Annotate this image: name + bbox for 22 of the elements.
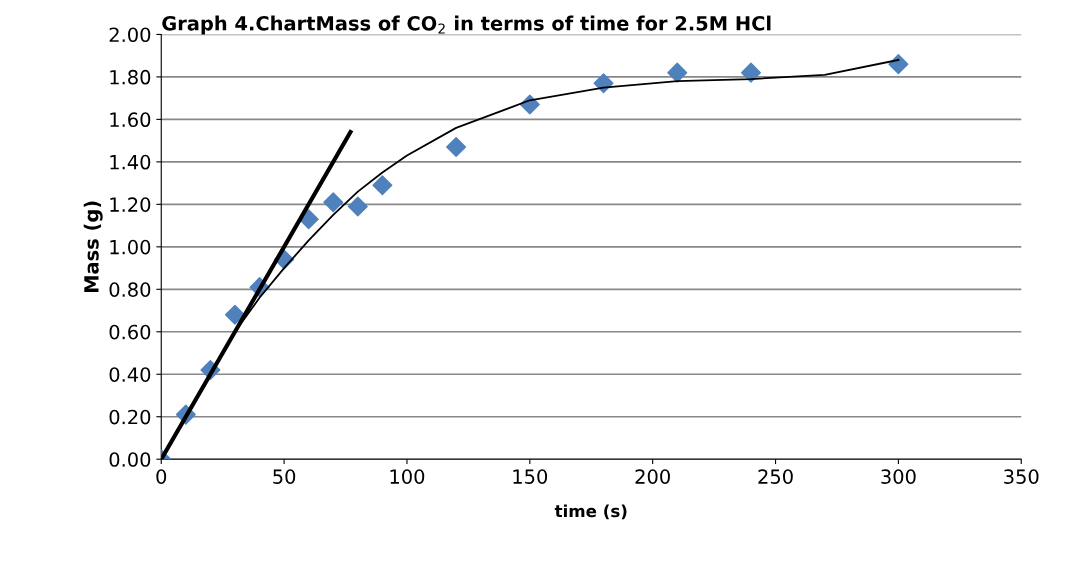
y-axis-title: Mass (g) — [83, 201, 103, 293]
x-tick-label: 50 — [273, 469, 296, 484]
x-tick-label: 350 — [1004, 469, 1039, 484]
y-tick-label: 1.80 — [110, 69, 151, 85]
y-tick-label: 2.00 — [109, 27, 151, 43]
chart-title: Graph 4.ChartMass of CO$_{2}$ in terms of time for 2.5M HCl — [162, 15, 771, 35]
x-tick-label: 0 — [156, 469, 167, 484]
x-axis-title: time (s) — [554, 504, 627, 520]
x-tick-label: 200 — [635, 469, 670, 484]
y-tick-label: 0.60 — [109, 324, 151, 340]
y-tick-label: 0.20 — [109, 409, 151, 425]
y-tick-label: 1.00 — [110, 239, 151, 255]
x-tick-label: 150 — [513, 469, 548, 484]
x-tick-label: 300 — [881, 469, 916, 484]
y-tick-label: 1.60 — [110, 112, 151, 128]
y-tick-label: 1.20 — [110, 197, 151, 213]
y-tick-label: 0.80 — [109, 282, 151, 297]
x-tick-label: 100 — [390, 469, 425, 484]
y-tick-label: 0.00 — [109, 452, 151, 467]
y-tick-label: 1.40 — [110, 154, 151, 170]
y-tick-label: 0.40 — [109, 367, 151, 382]
x-tick-label: 250 — [758, 469, 793, 484]
